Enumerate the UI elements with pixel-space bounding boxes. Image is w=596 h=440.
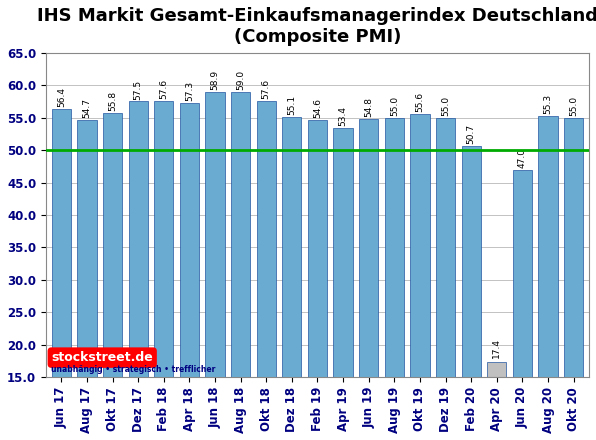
Text: 54.8: 54.8: [364, 97, 373, 117]
Bar: [231, 92, 250, 440]
Text: 54.7: 54.7: [82, 98, 91, 118]
Text: 55.6: 55.6: [415, 92, 424, 112]
Bar: [129, 102, 148, 440]
Bar: [103, 113, 122, 440]
Text: 55.1: 55.1: [287, 95, 296, 115]
Bar: [564, 118, 583, 440]
Bar: [308, 120, 327, 440]
Text: stockstreet.de: stockstreet.de: [51, 351, 153, 364]
Text: 53.4: 53.4: [339, 106, 347, 126]
Text: 58.9: 58.9: [210, 70, 219, 91]
Text: 55.0: 55.0: [569, 95, 578, 116]
Text: 55.8: 55.8: [108, 91, 117, 110]
Text: 55.0: 55.0: [441, 95, 450, 116]
Text: 47.0: 47.0: [518, 148, 527, 168]
Bar: [77, 120, 97, 440]
Bar: [154, 101, 173, 440]
Text: 57.5: 57.5: [134, 79, 142, 99]
Bar: [513, 169, 532, 440]
Bar: [257, 101, 276, 440]
Bar: [385, 118, 404, 440]
Bar: [206, 92, 225, 440]
Text: 57.3: 57.3: [185, 81, 194, 101]
Bar: [180, 103, 199, 440]
Bar: [359, 119, 378, 440]
Title: IHS Markit Gesamt-Einkaufsmanagerindex Deutschland
(Composite PMI): IHS Markit Gesamt-Einkaufsmanagerindex D…: [37, 7, 596, 46]
Bar: [52, 109, 71, 440]
Bar: [334, 128, 353, 440]
Text: 54.6: 54.6: [313, 99, 322, 118]
Text: 17.4: 17.4: [492, 338, 501, 358]
Text: 50.7: 50.7: [467, 124, 476, 143]
Text: 59.0: 59.0: [236, 70, 245, 90]
Text: 57.6: 57.6: [159, 79, 168, 99]
Text: 55.0: 55.0: [390, 95, 399, 116]
Text: unabhängig • strategisch • trefflicher: unabhängig • strategisch • trefflicher: [51, 365, 216, 374]
Bar: [487, 362, 507, 440]
Bar: [461, 146, 481, 440]
Bar: [436, 118, 455, 440]
Bar: [538, 116, 558, 440]
Text: 56.4: 56.4: [57, 87, 66, 106]
Bar: [283, 117, 302, 440]
Text: 55.3: 55.3: [544, 94, 552, 114]
Bar: [411, 114, 430, 440]
Text: 57.6: 57.6: [262, 79, 271, 99]
